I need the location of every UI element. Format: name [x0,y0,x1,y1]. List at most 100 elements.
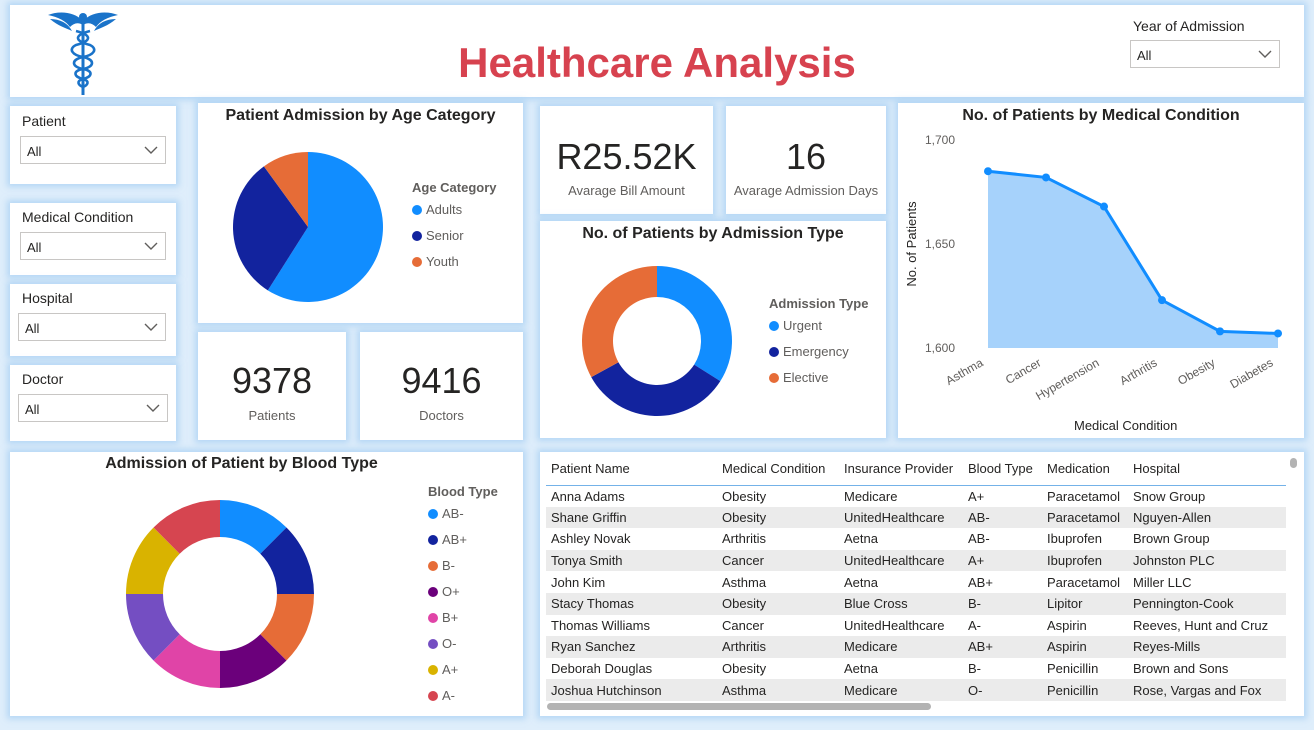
table-cell: Reyes-Mills [1128,636,1286,658]
pie-slice[interactable] [260,594,314,661]
pie-slice[interactable] [126,527,180,594]
pie-slice[interactable] [260,527,314,594]
x-tick-label: Hypertension [1033,355,1101,402]
doctor-slicer-label: Doctor [22,371,64,387]
pie-slice[interactable] [220,500,287,554]
column-header[interactable]: Medical Condition [722,461,826,477]
pie-slice[interactable] [232,166,308,291]
table-row[interactable]: Ryan Sanchez Arthritis Medicare AB+ Aspirin R… [546,636,1286,658]
pie-slice[interactable] [153,634,220,688]
pie-slice[interactable] [220,634,287,688]
legend-item[interactable]: A- [428,688,455,703]
table-cell: Stacy Thomas [546,592,717,615]
pie-slice[interactable] [126,594,180,661]
table-row[interactable]: Deborah Douglas Obesity Aetna B- Penicillin B… [546,658,1286,680]
pie-slice[interactable] [153,500,220,554]
legend-label: A- [442,688,455,703]
horizontal-scrollbar[interactable] [547,703,931,710]
legend-label: Elective [783,370,829,385]
hospital-slicer-label: Hospital [22,290,73,306]
column-header[interactable]: Medication [1047,461,1110,477]
table-cell: AB+ [968,574,993,590]
legend-label: A+ [442,662,459,677]
data-point[interactable] [1216,327,1224,336]
table-row[interactable]: Tonya Smith Cancer UnitedHealthcare A+ Ibupr… [546,549,1286,572]
doctor-slicer: Doctor All [10,365,176,441]
legend-label: O+ [442,584,460,599]
table-row[interactable]: Thomas Williams Cancer UnitedHealthcare A- A… [546,615,1286,637]
legend-label: Youth [426,254,459,269]
table-row[interactable]: Stacy Thomas Obesity Blue Cross B- Lipitor Pe… [546,592,1286,615]
legend-item[interactable]: AB- [428,506,464,521]
legend-item[interactable]: Youth [412,254,459,269]
table-row[interactable]: Ashley Novak Arthritis Aetna AB- Ibuprofen Br… [546,528,1286,550]
vertical-scrollbar[interactable] [1290,458,1297,468]
table-cell: Nguyen-Allen [1128,506,1286,529]
legend-item[interactable]: Senior [412,228,464,243]
table-cell: Deborah Douglas [551,661,653,677]
table-cell: Shane Griffin [546,506,717,529]
table-cell: A+ [968,488,985,504]
legend-item[interactable]: O+ [428,584,460,599]
table-row[interactable]: Anna Adams Obesity Medicare A+ Paracetamol Sn… [546,485,1286,507]
column-header[interactable]: Patient Name [551,461,630,477]
pie-slice[interactable] [582,266,657,378]
legend-item[interactable]: A+ [428,662,458,677]
year-dropdown[interactable]: All [1130,40,1280,68]
doctor-dropdown[interactable]: All [18,394,168,422]
legend-label: Emergency [783,344,849,359]
header-banner: Healthcare Analysis Year of Admission Al… [10,5,1304,97]
table-cell: Aetna [844,574,878,590]
chart-title: No. of Patients by Admission Type [582,225,844,242]
legend-item[interactable]: Adults [412,202,462,217]
table-cell: Medicare [839,679,963,701]
bill-kpi-label: Avarage Bill Amount [568,183,685,198]
legend-label: Adults [426,202,463,217]
table-cell: UnitedHealthcare [839,506,963,529]
patients-kpi-value: 9378 [231,360,313,401]
x-axis-title: Medical Condition [1074,418,1178,433]
pie-slice[interactable] [267,152,383,302]
table-cell: Medicare [844,488,898,504]
hospital-dropdown[interactable]: All [18,313,166,341]
legend-item[interactable]: AB+ [428,532,467,547]
legend-item[interactable]: Elective [769,370,829,385]
data-point[interactable] [1274,329,1282,338]
caduceus-icon [48,12,118,95]
chevron-down-icon [144,146,158,154]
doctor-dropdown-value: All [25,402,40,417]
column-header[interactable]: Blood Type [968,461,1033,477]
table-cell: Brown Group [1133,531,1210,547]
column-header[interactable]: Insurance Provider [844,461,954,477]
medical-condition-dropdown[interactable]: All [20,232,166,260]
chevron-down-icon [146,404,160,412]
legend-item[interactable]: B- [428,558,455,573]
table-cell: Obesity [722,488,767,504]
days-kpi-value: 16 [785,136,827,177]
data-point[interactable] [984,167,992,176]
column-header[interactable]: Hospital [1133,461,1180,477]
year-dropdown-value: All [1137,48,1152,63]
legend-item[interactable]: Urgent [769,318,822,333]
table-cell: Aetna [844,531,878,547]
pie-slice[interactable] [591,362,721,416]
chart-title: Patient Admission by Age Category [225,107,496,124]
legend-item[interactable]: Emergency [769,344,849,359]
table-row[interactable]: Joshua Hutchinson Asthma Medicare O- Penicil… [546,679,1286,701]
table-row[interactable]: John Kim Asthma Aetna AB+ Paracetamol Miller … [546,571,1286,593]
chevron-down-icon [144,242,158,250]
patient-dropdown[interactable]: All [20,136,166,164]
legend-item[interactable]: B+ [428,610,458,625]
data-point[interactable] [1042,173,1050,182]
table-cell: Obesity [717,592,839,615]
pie-slice[interactable] [657,266,732,382]
table-row[interactable]: Shane Griffin Obesity UnitedHealthcare AB- P… [546,506,1286,529]
legend-item[interactable]: O- [428,636,456,651]
blood-type-donut-chart [126,500,314,688]
pie-slice[interactable] [263,152,308,227]
doctors-kpi-value: 9416 [401,360,482,401]
area-fill [988,171,1278,348]
table-cell: Johnston PLC [1128,549,1286,572]
data-point[interactable] [1100,202,1108,211]
data-point[interactable] [1158,296,1166,305]
